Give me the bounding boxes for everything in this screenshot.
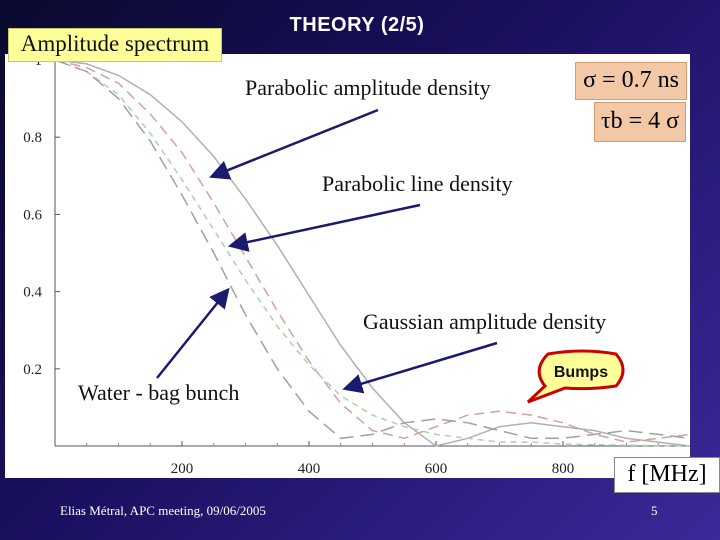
series-line-3: [54, 59, 691, 447]
annotation-label-1: Parabolic amplitude density: [245, 75, 491, 100]
x-tick-label: 800: [552, 461, 575, 477]
chart-series-layer: [54, 59, 691, 447]
annotation-label-2: Parabolic line density: [322, 171, 513, 196]
y-tick-label: 0.8: [23, 130, 42, 146]
series-line-4: [54, 59, 691, 440]
x-tick-label: 400: [298, 461, 321, 477]
annotation-arrow-3: [342, 341, 498, 394]
tau-formula: τb = 4 σ: [594, 102, 686, 142]
x-tick-label: 200: [171, 461, 194, 477]
footer-author-text: Elias Métral, APC meeting, 09/06/2005: [60, 503, 266, 518]
y-tick-label: 0.6: [23, 207, 42, 223]
bumps-callout-text: Bumps: [554, 364, 608, 381]
y-tick-label: 0.2: [23, 362, 42, 378]
annotation-arrow-4: [156, 287, 230, 379]
x-axis-unit-label: f [MHz]: [614, 457, 720, 493]
annotation-label-4: Water - bag bunch: [78, 380, 239, 405]
page-number: 5: [651, 503, 658, 518]
chart-annotation-layer: Parabolic amplitude density Parabolic lin…: [78, 75, 625, 405]
annotation-arrow-1: [209, 108, 379, 180]
annotation-arrow-2: [227, 203, 421, 252]
slide-title: THEORY (2/5): [289, 14, 425, 36]
y-tick-label: 0.4: [23, 285, 42, 301]
sigma-formula: σ = 0.7 ns: [575, 62, 687, 100]
chart-title: Amplitude spectrum: [8, 28, 222, 62]
bumps-callout: Bumps: [526, 349, 625, 404]
series-line-1: [54, 59, 691, 447]
series-line-2: [54, 59, 691, 443]
x-tick-label: 600: [425, 461, 448, 477]
chart-panel: [5, 54, 690, 478]
annotation-label-3: Gaussian amplitude density: [363, 309, 606, 334]
